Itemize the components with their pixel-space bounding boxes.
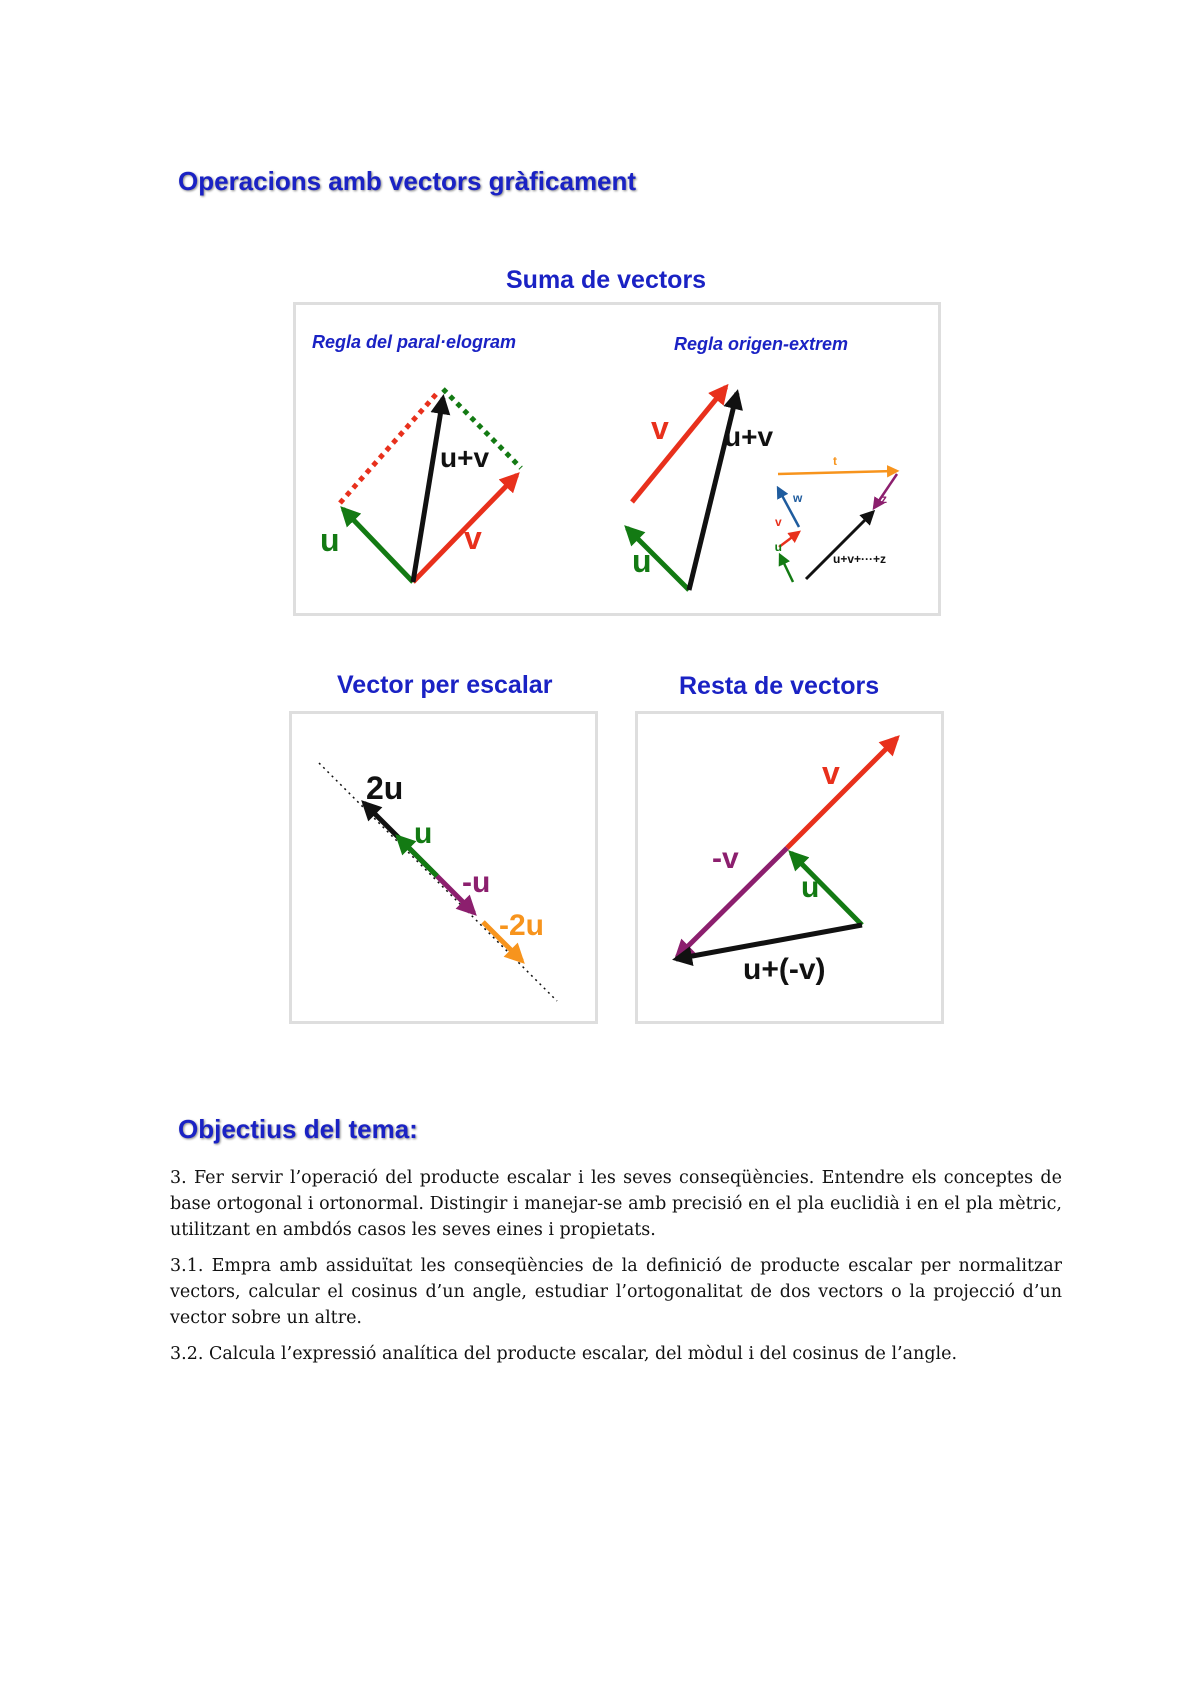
label-neg-2u: -2u [499, 909, 544, 942]
sum-title: Suma de vectors [506, 266, 706, 295]
label-u-plus-v: u+v [440, 442, 489, 473]
label-u-scalar: u [414, 817, 432, 850]
sum-diagram: u v u+v v u u+v u v w t z u+v+···+z [296, 305, 938, 613]
small-label-u: u [775, 540, 782, 554]
difference-panel: v -v u u+(-v) [635, 711, 944, 1024]
scalar-panel: 2u u -u -2u [289, 711, 598, 1024]
label-v-diff: v [822, 755, 840, 791]
small-vector-u [780, 555, 793, 582]
label-u-2: u [632, 543, 652, 579]
label-2u: 2u [366, 770, 403, 806]
objective-3-2: 3.2. Calcula l’expressió analítica del p… [170, 1341, 1062, 1367]
objectives-title: Objectius del tema: [178, 1114, 418, 1145]
objectives-body: 3. Fer servir l’operació del producte es… [170, 1165, 1062, 1377]
label-u: u [320, 522, 340, 558]
objective-3-1: 3.1. Empra amb assiduïtat les conseqüènc… [170, 1253, 1062, 1331]
small-label-t: t [833, 454, 837, 468]
parallelogram-dotted-red [340, 391, 439, 503]
label-v: v [464, 520, 482, 556]
direction-line [319, 763, 557, 1001]
small-vector-total [806, 512, 873, 579]
small-vector-t [778, 471, 897, 474]
sum-panel: Regla del paral·elogram Regla origen-ext… [293, 302, 941, 616]
difference-diagram: v -v u u+(-v) [638, 714, 941, 1021]
small-label-w: w [792, 491, 803, 505]
scalar-title: Vector per escalar [337, 671, 552, 700]
small-label-v: v [775, 515, 782, 529]
vector-u [343, 509, 413, 582]
label-v-2: v [651, 410, 669, 446]
label-neg-v: -v [712, 842, 739, 875]
small-label-total: u+v+···+z [833, 552, 886, 566]
objective-3: 3. Fer servir l’operació del producte es… [170, 1165, 1062, 1243]
label-u-plus-neg-v: u+(-v) [743, 953, 826, 986]
label-neg-u: -u [462, 866, 490, 899]
page-title: Operacions amb vectors gràficament [178, 166, 636, 197]
vector-v-2 [632, 387, 726, 502]
small-vector-v [779, 532, 799, 547]
difference-title: Resta de vectors [679, 672, 879, 701]
label-u-diff: u [801, 871, 819, 904]
label-u-plus-v-2: u+v [724, 421, 773, 452]
small-label-z: z [881, 492, 887, 506]
vector-v-diff [787, 738, 897, 848]
scalar-diagram: 2u u -u -2u [292, 714, 595, 1021]
